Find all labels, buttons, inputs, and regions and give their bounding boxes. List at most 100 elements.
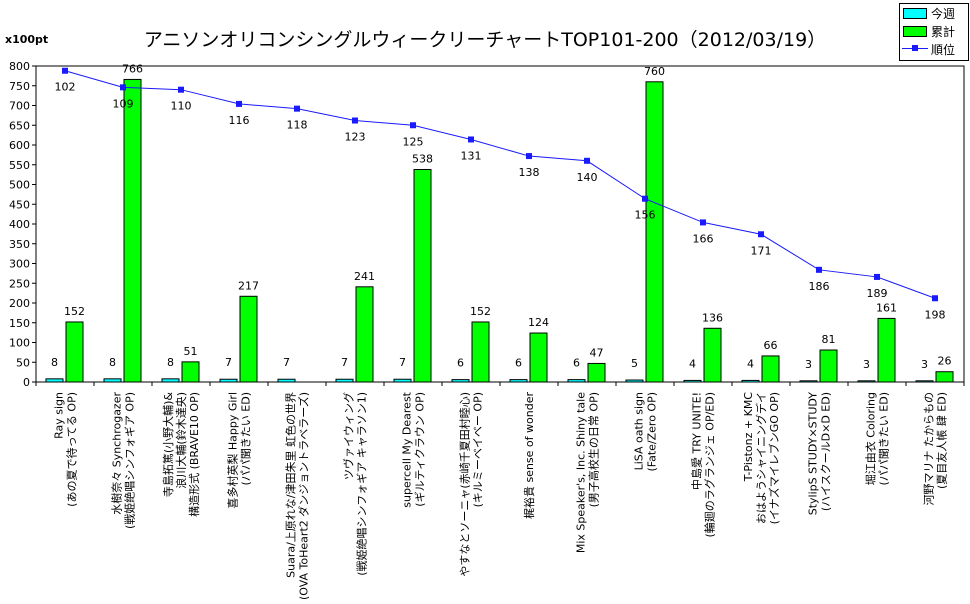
- bar-weekly-label: 7: [399, 356, 406, 369]
- bar-total-label: 81: [822, 333, 836, 346]
- bar-total: [239, 295, 258, 383]
- rank-point-label: 140: [577, 171, 598, 184]
- bar-weekly-label: 8: [167, 356, 174, 369]
- y-tick-label: 750: [9, 80, 30, 93]
- rank-point-label: 102: [55, 81, 76, 94]
- y-tick-label: 500: [9, 179, 30, 192]
- rank-point-label: 131: [461, 149, 482, 162]
- bar-weekly: [509, 379, 528, 383]
- legend-swatch-weekly: [903, 8, 927, 19]
- rank-point-label: 186: [809, 280, 830, 293]
- y-tick-label: 400: [9, 218, 30, 231]
- bar-total-label: 124: [528, 316, 549, 329]
- bar-total: [587, 362, 606, 383]
- bar-weekly-label: 6: [515, 357, 522, 370]
- bar-weekly-label: 4: [689, 357, 696, 370]
- y-tick-label: 550: [9, 159, 30, 172]
- bar-total: [935, 371, 954, 383]
- y-tick-label: 0: [23, 376, 30, 389]
- legend-item-weekly: 今週: [900, 4, 968, 22]
- rank-point-label: 166: [693, 232, 714, 245]
- y-tick-label: 600: [9, 139, 30, 152]
- bar-weekly: [451, 379, 470, 383]
- y-tick-label: 650: [9, 119, 30, 132]
- legend-item-total: 累計: [900, 22, 968, 40]
- rank-point: [932, 295, 938, 302]
- bar-weekly: [799, 380, 818, 383]
- rank-point-label: 171: [751, 244, 772, 257]
- bar-total-label: 66: [764, 339, 778, 352]
- bar-weekly: [683, 379, 702, 383]
- y-tick-label: 200: [9, 297, 30, 310]
- bar-total-label: 152: [64, 305, 85, 318]
- rank-point-label: 116: [229, 114, 250, 127]
- rank-point-label: 198: [925, 308, 946, 321]
- bar-total: [819, 349, 838, 383]
- rank-point-label: 123: [345, 131, 366, 144]
- rank-point: [584, 157, 590, 164]
- bar-total: [645, 81, 664, 383]
- x-category-label: 堀江由衣 Coloring: [864, 392, 878, 485]
- bar-weekly-label: 8: [109, 356, 116, 369]
- bar-total: [703, 327, 722, 383]
- bar-total: [529, 332, 548, 383]
- rank-point: [874, 273, 880, 280]
- x-category-label: (OVA ToHeart2 ダンジョントラベラーズ): [297, 392, 311, 600]
- bar-total: [877, 317, 896, 383]
- bar-weekly-label: 6: [457, 357, 464, 370]
- y-tick-label: 800: [9, 60, 30, 73]
- bar-total: [761, 355, 780, 383]
- x-category-label: 寺島拓篤(小野大輔)&: [161, 392, 175, 498]
- x-category-label: おはようシャイニングデイ: [754, 392, 768, 524]
- x-category-label: (戦姫絶唱シンフォギア キャラソン1): [355, 392, 369, 576]
- x-category-label: 中島愛 TRY UNITE!: [690, 392, 704, 490]
- bar-weekly: [161, 378, 180, 383]
- bar-total-label: 152: [470, 305, 491, 318]
- bar-weekly: [219, 378, 238, 383]
- bar-total: [413, 168, 432, 383]
- y-tick-label: 100: [9, 337, 30, 350]
- rank-line: [64, 70, 936, 299]
- x-category-label: (戦姫絶唱シンフォギア OP): [123, 392, 137, 529]
- bar-weekly-label: 3: [805, 358, 812, 371]
- rank-point: [236, 100, 242, 107]
- x-category-label: 河野マリナ たからもの: [923, 392, 936, 506]
- bar-weekly: [857, 380, 876, 383]
- rank-point-label: 109: [113, 97, 134, 110]
- legend-label-total: 累計: [931, 25, 956, 39]
- bar-weekly: [741, 379, 760, 383]
- x-category-label: ツヴァイウィング: [342, 392, 356, 480]
- bar-total-label: 47: [590, 346, 604, 359]
- x-category-label: (イナズマイレブンGO OP): [767, 392, 781, 524]
- bar-total-label: 51: [184, 345, 198, 358]
- legend-label-weekly: 今週: [931, 7, 956, 21]
- legend-swatch-total: [903, 26, 927, 37]
- rank-point: [642, 195, 648, 202]
- bar-weekly-label: 8: [51, 356, 58, 369]
- bar-total-label: 241: [354, 270, 375, 283]
- rank-point: [758, 231, 764, 238]
- x-category-label: (パパ聞きたい ED): [878, 392, 891, 486]
- x-category-label: 浪川大輔(鈴木達央): [174, 392, 188, 489]
- rank-point: [468, 136, 474, 143]
- bar-weekly-label: 7: [283, 356, 290, 369]
- rank-point: [294, 105, 300, 112]
- y-tick-label: 150: [9, 317, 30, 330]
- legend: 今週 累計 順位: [899, 3, 969, 61]
- x-category-label: (夏目友人帳 肆 ED): [935, 392, 949, 489]
- bar-weekly-label: 6: [573, 357, 580, 370]
- x-category-label: やすなとソーニャ(赤崎千夏田村睦心): [458, 392, 472, 577]
- bar-weekly: [277, 378, 296, 383]
- y-tick-label: 300: [9, 258, 30, 271]
- x-category-label: 構造形式 (BRAVE10 OP): [187, 392, 201, 517]
- bar-total: [123, 78, 142, 383]
- bar-weekly-label: 3: [863, 358, 870, 371]
- rank-point-label: 125: [403, 135, 424, 148]
- x-category-label: Mix Speaker's, Inc. Shiny tale: [575, 392, 588, 553]
- x-category-label: StylipS STUDY×STUDY: [807, 392, 820, 516]
- bar-total-label: 161: [876, 301, 897, 314]
- x-category-label: supercell My Dearest: [401, 391, 414, 507]
- x-category-label: (キルミーベイベー OP): [472, 392, 485, 507]
- y-tick-label: 450: [9, 198, 30, 211]
- x-category-label: 水樹奈々 Synchrogazer: [110, 392, 124, 515]
